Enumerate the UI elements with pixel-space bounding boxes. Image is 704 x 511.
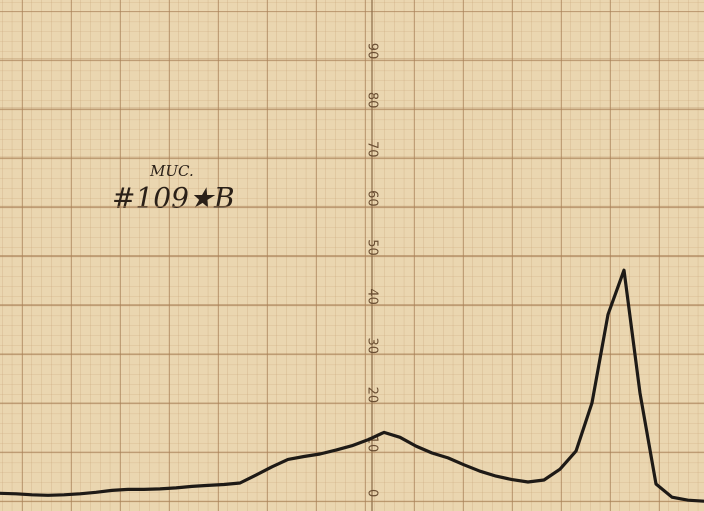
annotation: #109★B (112, 182, 235, 215)
annotation: MUC. (149, 162, 194, 180)
y-tick-label: 60 (365, 190, 380, 207)
trace-line (0, 268, 704, 503)
y-tick-label: 80 (365, 92, 380, 109)
y-tick-label: 20 (365, 387, 380, 404)
y-tick-label: 90 (365, 43, 380, 60)
y-tick-label: 40 (365, 288, 380, 305)
y-tick-label: 70 (365, 141, 380, 158)
y-tick-label: 0 (365, 489, 380, 497)
y-tick-label: 50 (365, 239, 380, 256)
y-tick-label: 30 (365, 337, 380, 354)
